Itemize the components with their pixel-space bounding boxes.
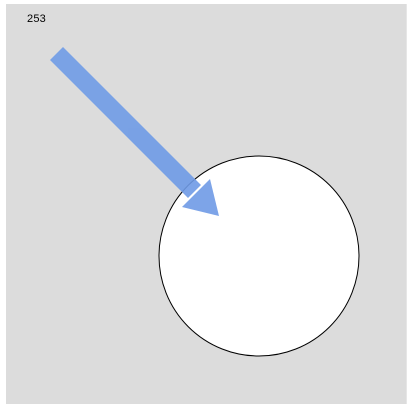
arrow-icon: [50, 47, 219, 216]
arrow-shaft: [50, 47, 201, 198]
score-label: 253: [27, 13, 46, 25]
arrow-head: [182, 179, 219, 216]
